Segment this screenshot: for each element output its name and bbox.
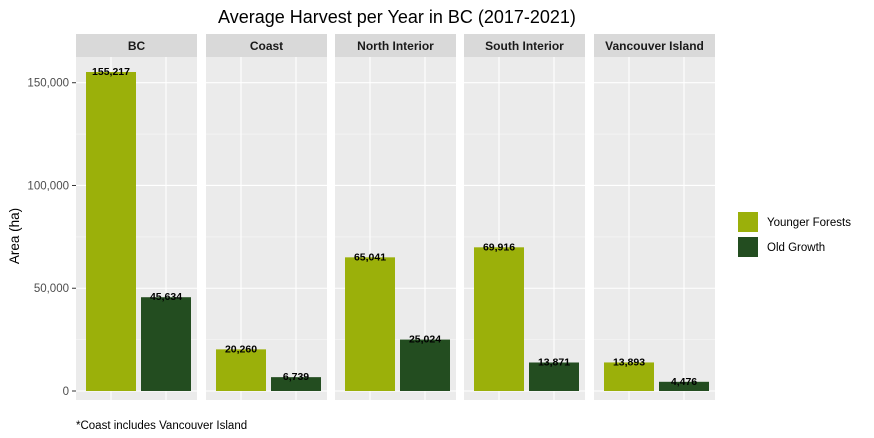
y-tick-label: 100,000: [27, 180, 69, 192]
data-label: 25,024: [409, 334, 441, 346]
bar: [604, 362, 654, 391]
bar: [659, 381, 709, 391]
bar: [86, 72, 136, 391]
facet-panel: Coast 20,260 6,739: [206, 34, 327, 400]
y-tick-label: 0: [63, 386, 69, 398]
chart-caption: *Coast includes Vancouver Island: [76, 420, 247, 432]
legend: Younger Forests Old Growth: [738, 212, 851, 257]
facet-panel: BC 155,217 45,634: [76, 34, 197, 400]
facet-strip-label: BC: [128, 39, 146, 53]
data-label: 20,260: [225, 343, 257, 355]
y-axis-title: Area (ha): [7, 208, 22, 264]
facet-strip-label: North Interior: [357, 39, 434, 53]
legend-key: [738, 237, 758, 257]
bar: [141, 297, 191, 391]
bar: [216, 349, 266, 391]
data-label: 45,634: [150, 291, 182, 303]
bar: [400, 339, 450, 391]
data-label: 6,739: [283, 371, 309, 383]
facet-strip: [206, 34, 327, 57]
facet-panel: South Interior 69,916 13,871: [464, 34, 585, 400]
facet-strip: [464, 34, 585, 57]
y-axis: 0 50,000 100,000 150,000: [27, 78, 76, 398]
facet-strip: [594, 34, 715, 57]
data-label: 13,893: [613, 356, 645, 368]
facet-strip-label: Coast: [250, 39, 283, 53]
facet-panel: Vancouver Island 13,893 4,476: [594, 34, 715, 400]
panel-background: [594, 57, 715, 400]
y-tick-label: 150,000: [27, 78, 69, 90]
panel-background: [206, 57, 327, 400]
facet-strip-label: Vancouver Island: [605, 39, 704, 53]
y-tick-label: 50,000: [34, 283, 69, 295]
bar: [474, 247, 524, 391]
facet-strip-label: South Interior: [485, 39, 564, 53]
legend-key: [738, 212, 758, 232]
bar: [271, 377, 321, 391]
legend-item: Old Growth: [738, 237, 825, 257]
legend-label: Old Growth: [767, 242, 825, 254]
chart-title: Average Harvest per Year in BC (2017-202…: [218, 7, 576, 27]
data-label: 65,041: [354, 251, 386, 263]
legend-item: Younger Forests: [738, 212, 851, 232]
bar: [345, 257, 395, 391]
bar: [529, 362, 579, 391]
facet-strip: [76, 34, 197, 57]
data-label: 4,476: [671, 376, 697, 388]
data-label: 13,871: [538, 356, 570, 368]
facet-panels: BC 155,217 45,634 Coast 20,260 6,739 North Int…: [76, 34, 715, 400]
data-label: 155,217: [92, 66, 130, 78]
data-label: 69,916: [483, 241, 515, 253]
legend-label: Younger Forests: [767, 217, 851, 229]
facet-strip: [335, 34, 456, 57]
facet-panel: North Interior 65,041 25,024: [335, 34, 456, 400]
